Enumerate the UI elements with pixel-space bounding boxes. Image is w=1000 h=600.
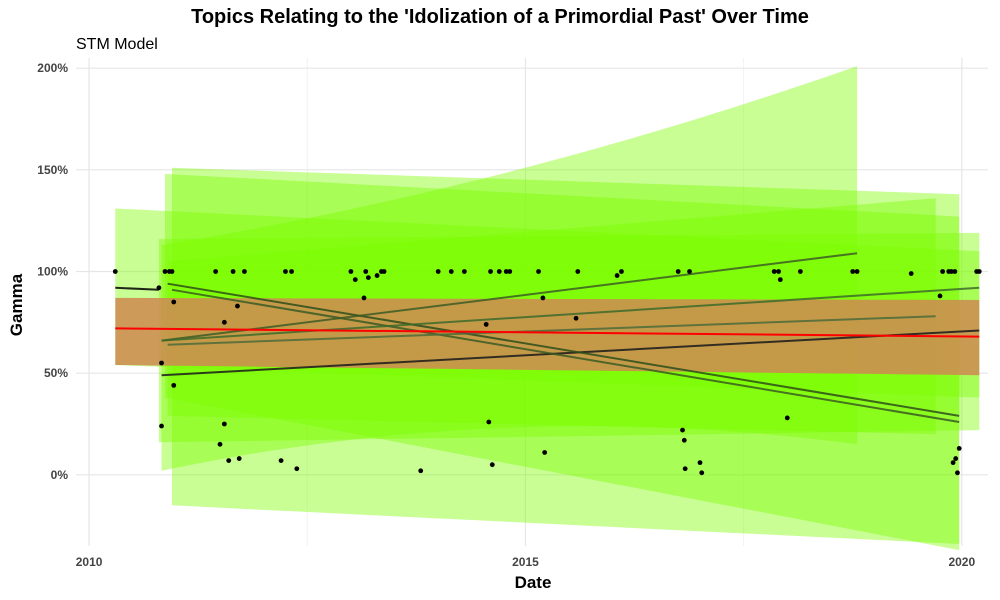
trend-lines: [115, 252, 980, 423]
topic-trend-line: [171, 288, 960, 423]
data-point: [435, 269, 441, 274]
y-tick-label: 200%: [37, 61, 68, 75]
data-point: [162, 269, 168, 274]
data-point: [221, 421, 227, 427]
overall-confidence-band: [115, 297, 980, 376]
data-point: [418, 468, 424, 474]
data-point: [235, 303, 240, 309]
chart-title: Topics Relating to the 'Idolization of a…: [191, 6, 809, 28]
data-point: [496, 269, 502, 274]
overall-trend-line: [115, 327, 980, 338]
data-point: [771, 269, 777, 274]
data-point: [112, 269, 118, 274]
data-point: [278, 458, 284, 463]
data-point: [680, 427, 685, 433]
data-point: [283, 269, 288, 274]
data-point: [503, 269, 509, 274]
data-point: [536, 269, 541, 274]
data-point: [159, 360, 164, 366]
x-tick-label: 2020: [948, 555, 975, 569]
x-tick-label: 2015: [512, 555, 539, 569]
topic-trend-line: [167, 282, 960, 417]
data-point: [488, 269, 493, 274]
data-point: [486, 419, 492, 425]
data-point: [217, 441, 223, 447]
chart-subtitle: STM Model: [76, 36, 158, 53]
data-point: [461, 269, 467, 274]
data-point: [675, 269, 681, 274]
data-point: [937, 293, 943, 299]
x-axis-title: Date: [515, 573, 552, 592]
data-point: [776, 269, 781, 274]
data-point: [797, 269, 803, 274]
data-point: [955, 470, 960, 476]
data-point: [573, 315, 579, 321]
topic-trend-line: [161, 286, 980, 342]
data-point: [363, 269, 369, 274]
data-point: [294, 466, 300, 472]
data-point: [242, 269, 247, 274]
data-point: [171, 382, 177, 388]
data-point: [361, 295, 367, 301]
data-point: [976, 269, 982, 274]
data-point: [348, 269, 354, 274]
data-point: [374, 273, 380, 278]
data-point: [230, 269, 236, 274]
data-point: [850, 269, 856, 274]
data-point: [950, 460, 956, 466]
y-tick-label: 150%: [37, 163, 68, 177]
data-point: [226, 458, 232, 463]
data-point: [777, 277, 783, 283]
y-tick-label: 50%: [44, 366, 68, 380]
topic-trend-line: [161, 329, 980, 377]
data-point: [381, 269, 387, 274]
data-point: [908, 271, 914, 276]
data-point: [682, 466, 688, 472]
data-point: [542, 450, 548, 455]
x-tick-label: 2010: [76, 555, 103, 569]
axes: 2010 2015 2020 0% 50% 100% 150% 200%: [37, 61, 975, 569]
data-point: [619, 269, 624, 274]
data-point: [699, 470, 705, 476]
data-point: [948, 269, 954, 274]
confidence-bands: [115, 66, 980, 551]
data-point: [784, 415, 790, 421]
data-point: [489, 462, 495, 468]
data-point: [448, 269, 454, 274]
data-point: [289, 269, 294, 274]
data-point: [365, 275, 371, 280]
data-point: [575, 269, 581, 274]
data-point: [614, 273, 620, 278]
data-point: [697, 460, 703, 466]
data-point: [483, 321, 489, 327]
data-point: [159, 423, 164, 429]
y-axis-title: Gamma: [7, 273, 26, 336]
data-point: [952, 269, 958, 274]
data-point: [940, 269, 946, 274]
data-point: [156, 285, 162, 291]
data-point: [854, 269, 860, 274]
y-tick-label: 100%: [37, 265, 68, 279]
data-point: [352, 277, 358, 283]
data-point: [953, 456, 959, 461]
data-point: [681, 437, 687, 443]
topic-trend-line: [167, 315, 936, 346]
data-point: [171, 299, 177, 305]
data-points: [112, 269, 982, 476]
data-point: [236, 456, 242, 461]
data-point: [956, 446, 962, 451]
topic-trend-line: [161, 252, 858, 342]
data-point: [169, 269, 175, 274]
y-tick-label: 0%: [51, 468, 69, 482]
data-point: [540, 295, 546, 301]
data-point: [213, 269, 219, 274]
topic-trend-line: [115, 286, 159, 291]
data-point: [507, 269, 513, 274]
data-point: [221, 319, 227, 325]
data-point: [687, 269, 692, 274]
